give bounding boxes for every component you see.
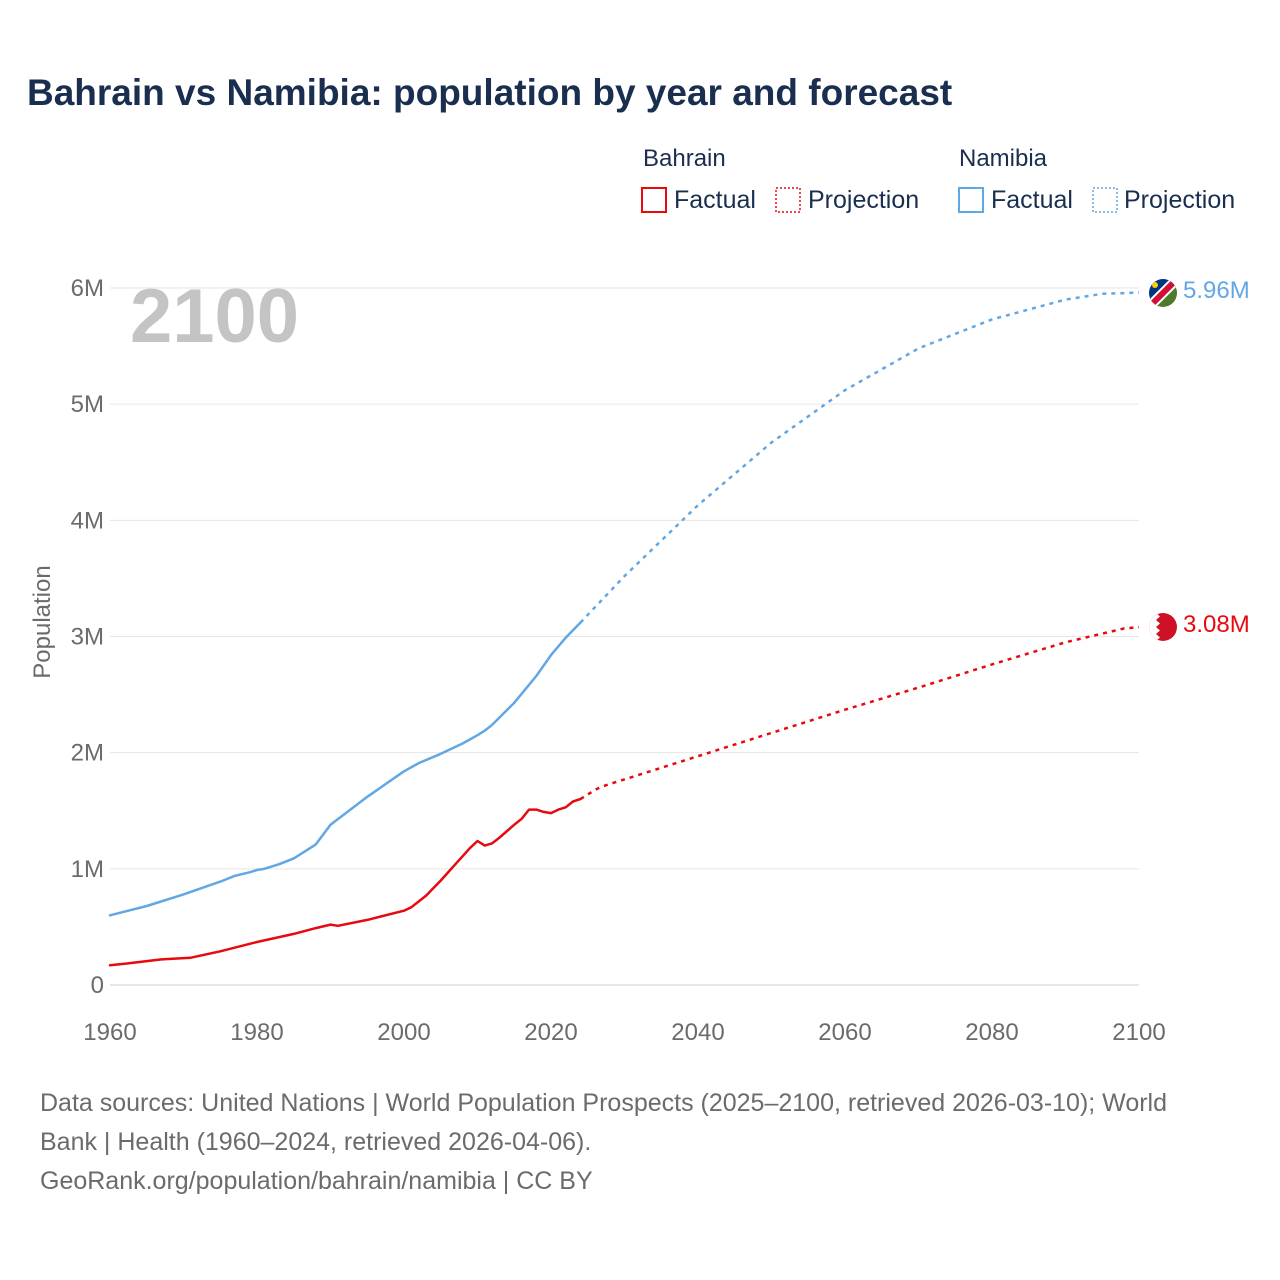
legend-swatch-bahrain-projection[interactable]	[775, 187, 801, 213]
y-axis-label: Population	[29, 565, 56, 678]
y-tick-label: 0	[91, 972, 104, 999]
y-tick-label: 2M	[71, 740, 104, 767]
legend-swatch-namibia-projection[interactable]	[1092, 187, 1118, 213]
bahrain-projection-line[interactable]	[579, 625, 1140, 801]
namibia-projection-line[interactable]	[579, 291, 1140, 624]
x-tick-label: 1960	[83, 1019, 136, 1046]
bahrain-flag-icon	[1149, 613, 1177, 641]
x-tick-label: 2040	[671, 1019, 724, 1046]
namibia-factual-line[interactable]	[108, 621, 582, 917]
y-tick-label: 1M	[71, 856, 104, 883]
legend: Bahrain Factual Projection Namibia Factu…	[641, 145, 1235, 214]
y-tick-label: 6M	[71, 275, 104, 302]
y-tick-label: 5M	[71, 391, 104, 418]
bahrain-factual-line[interactable]	[108, 797, 582, 967]
x-tick-label: 2020	[524, 1019, 577, 1046]
legend-label-bahrain-factual[interactable]: Factual	[674, 186, 756, 214]
y-tick-label: 3M	[71, 624, 104, 651]
chart-title: Bahrain vs Namibia: population by year a…	[27, 72, 953, 113]
namibia-flag-icon	[1149, 279, 1177, 307]
x-tick-label: 2000	[377, 1019, 430, 1046]
legend-label-namibia-projection[interactable]: Projection	[1124, 186, 1235, 214]
legend-swatch-namibia-factual[interactable]	[958, 187, 984, 213]
footer-line-1: Data sources: United Nations | World Pop…	[40, 1089, 1168, 1117]
footer-sources: Data sources: United Nations | World Pop…	[40, 1084, 1240, 1201]
footer-line-3: GeoRank.org/population/bahrain/namibia |…	[40, 1167, 593, 1195]
legend-group-namibia: Namibia	[959, 145, 1048, 172]
x-tick-label: 2080	[965, 1019, 1018, 1046]
legend-label-namibia-factual[interactable]: Factual	[991, 186, 1073, 214]
bahrain-end-value-label: 3.08M	[1183, 611, 1250, 638]
x-tick-label: 2060	[818, 1019, 871, 1046]
gridlines	[110, 287, 1139, 986]
y-tick-label: 4M	[71, 507, 104, 534]
namibia-end-value-label: 5.96M	[1183, 277, 1250, 304]
legend-group-bahrain: Bahrain	[643, 145, 726, 172]
year-watermark: 2100	[130, 274, 299, 359]
x-tick-label: 1980	[230, 1019, 283, 1046]
y-axis-ticks: 0 1M 2M 3M 4M 5M 6M	[71, 275, 104, 999]
legend-swatch-bahrain-factual[interactable]	[641, 187, 667, 213]
footer-line-2: Bank | Health (1960–2024, retrieved 2026…	[40, 1128, 592, 1156]
x-tick-label: 2100	[1112, 1019, 1165, 1046]
x-axis-ticks: 1960 1980 2000 2020 2040 2060 2080 2100	[83, 1019, 1165, 1046]
series-lines	[108, 291, 1140, 967]
legend-label-bahrain-projection[interactable]: Projection	[808, 186, 919, 214]
population-line-chart: Bahrain Factual Projection Namibia Factu…	[29, 145, 1250, 1046]
